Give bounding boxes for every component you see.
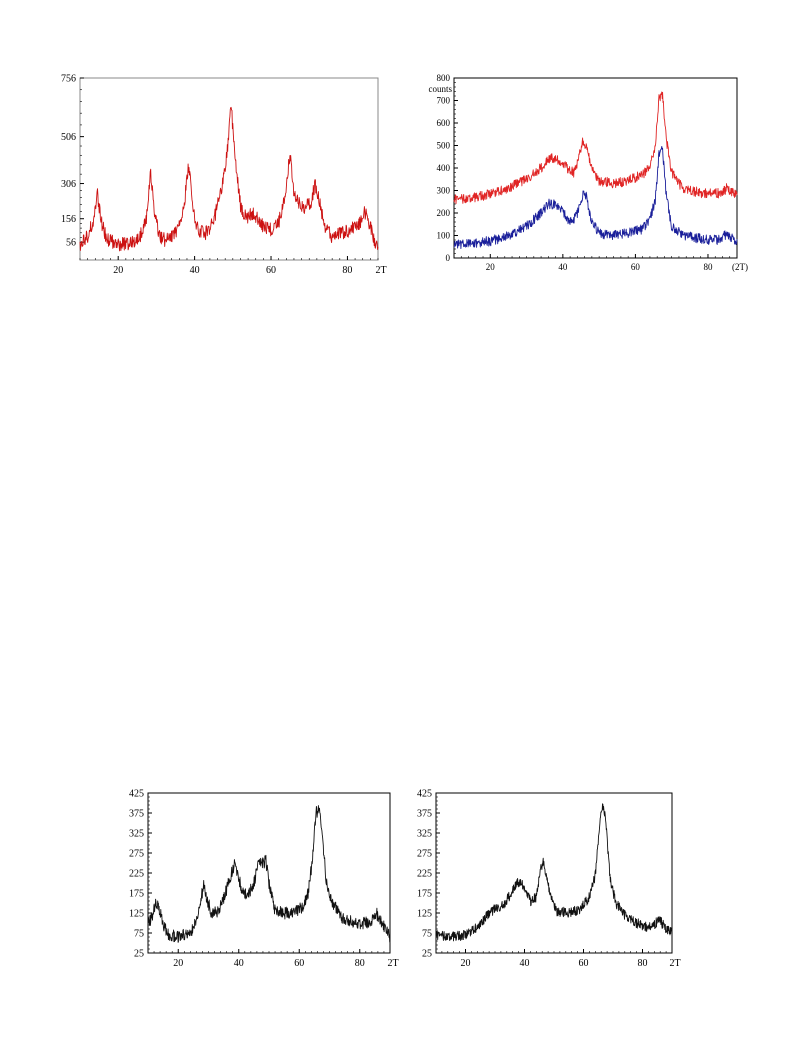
x-tick-label: 60 <box>294 958 304 969</box>
series-line-0 <box>79 106 379 252</box>
y-tick-label: 375 <box>417 809 432 820</box>
plot-frame <box>79 77 379 261</box>
y-tick-label: 325 <box>417 829 432 840</box>
plot-frame <box>147 792 391 954</box>
series-line-0 <box>453 91 738 205</box>
y-tick-label: 425 <box>129 789 144 800</box>
y-tick-label: 225 <box>129 869 144 880</box>
y-tick-label: 700 <box>437 96 451 106</box>
y-tick-label: 175 <box>417 889 432 900</box>
xrd-chart-top-left: 56 156 306 506 756 20 40 60 80 2T <box>40 70 387 280</box>
y-tick-label: 306 <box>61 179 76 190</box>
y-tick-label: 125 <box>417 909 432 920</box>
chart-svg: 25 75 125 175 225 275 325 375 425 20 40 60 80 2T <box>417 789 681 970</box>
y-tick-label: 25 <box>134 949 144 960</box>
x-unit-label: 2T <box>387 958 398 969</box>
y-tick-label: 756 <box>61 74 76 85</box>
y-tick-label: 75 <box>422 929 432 940</box>
y-tick-label: 100 <box>437 231 451 241</box>
x-tick-label: 80 <box>703 262 713 272</box>
y-tick-label: 600 <box>437 118 451 128</box>
xrd-chart-top-right: 0 100 200 300 400 500 600 700 800 20 40 60 80 (2T) cou… <box>420 70 749 280</box>
chart-svg: 56 156 306 506 756 20 40 60 80 2T <box>61 74 387 277</box>
chart-svg: 0 100 200 300 400 500 600 700 800 20 40 60 80 (2T) cou… <box>429 73 749 272</box>
xrd-chart-bottom-left: 25 75 125 175 225 275 325 375 425 20 40 60 80 2T <box>120 785 399 975</box>
x-tick-label: 60 <box>266 265 276 276</box>
x-tick-label: 20 <box>113 265 123 276</box>
x-tick-label: 60 <box>631 262 641 272</box>
y-tick-label: 125 <box>129 909 144 920</box>
y-tick-label: 506 <box>61 132 76 143</box>
y-axis-label: counts <box>429 84 453 94</box>
y-tick-label: 56 <box>66 238 76 249</box>
y-tick-label: 375 <box>129 809 144 820</box>
y-tick-label: 275 <box>129 849 144 860</box>
y-tick-label: 325 <box>129 829 144 840</box>
y-tick-label: 400 <box>437 163 451 173</box>
chart-svg: 25 75 125 175 225 275 325 375 425 20 40 60 80 2T <box>129 789 399 970</box>
x-tick-label: 40 <box>520 958 530 969</box>
x-tick-label: 80 <box>355 958 365 969</box>
x-tick-label: 20 <box>486 262 496 272</box>
series-line-0 <box>435 803 673 942</box>
x-tick-label: 40 <box>234 958 244 969</box>
y-tick-label: 25 <box>422 949 432 960</box>
y-tick-label: 425 <box>417 789 432 800</box>
y-tick-label: 500 <box>437 141 451 151</box>
y-tick-label: 175 <box>129 889 144 900</box>
x-unit-label: 2T <box>375 265 386 276</box>
x-tick-label: 80 <box>342 265 352 276</box>
xrd-chart-bottom-right: 25 75 125 175 225 275 325 375 425 20 40 60 80 2T <box>400 785 690 975</box>
x-tick-label: 20 <box>173 958 183 969</box>
y-tick-label: 275 <box>417 849 432 860</box>
y-tick-label: 0 <box>446 253 451 263</box>
x-tick-label: 60 <box>579 958 589 969</box>
series-line-1 <box>453 145 738 250</box>
y-tick-label: 800 <box>437 73 451 83</box>
x-tick-label: 80 <box>638 958 648 969</box>
series-line-0 <box>147 805 391 943</box>
x-tick-label: 20 <box>461 958 471 969</box>
x-tick-label: 40 <box>190 265 200 276</box>
y-tick-label: 200 <box>437 208 451 218</box>
x-unit-label: (2T) <box>732 262 748 272</box>
plot-frame <box>435 792 673 954</box>
y-tick-label: 225 <box>417 869 432 880</box>
y-tick-label: 300 <box>437 186 451 196</box>
plot-frame <box>453 77 738 259</box>
y-tick-label: 75 <box>134 929 144 940</box>
y-tick-label: 156 <box>61 214 76 225</box>
x-unit-label: 2T <box>669 958 680 969</box>
x-tick-label: 40 <box>558 262 568 272</box>
